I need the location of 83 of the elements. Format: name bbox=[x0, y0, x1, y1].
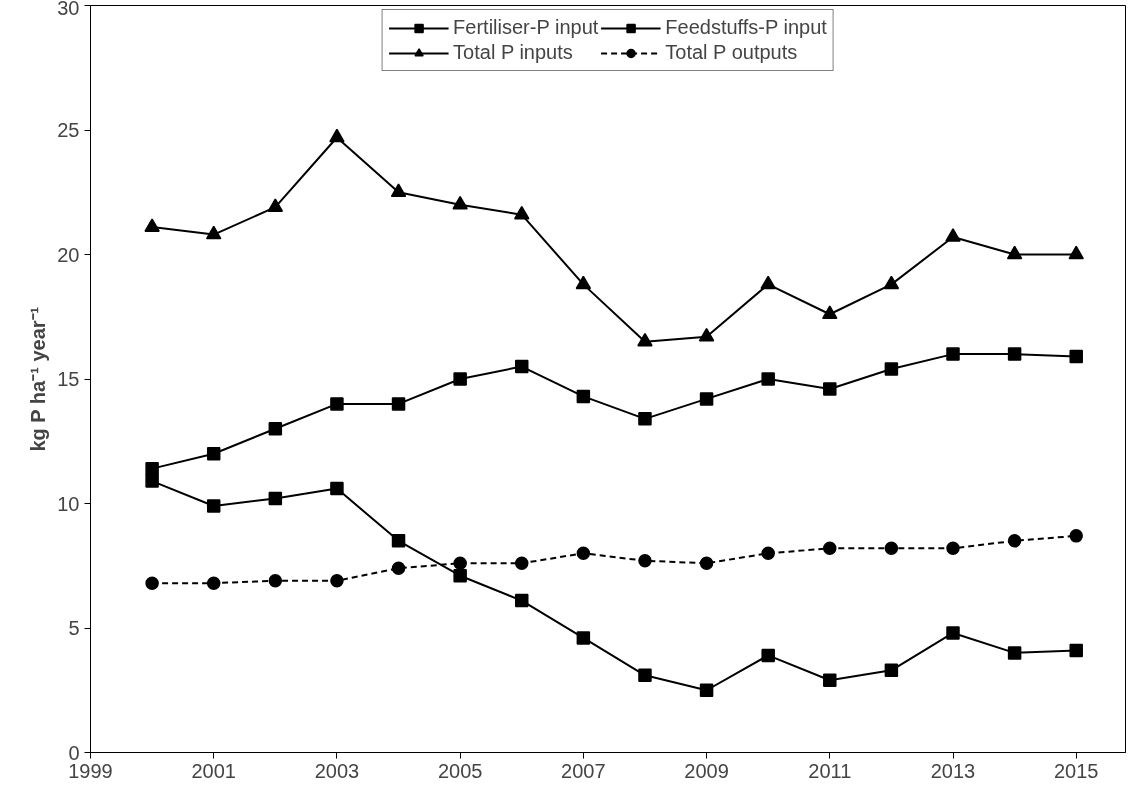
x-tick-label: 2003 bbox=[314, 759, 360, 782]
point bbox=[329, 128, 345, 143]
point bbox=[823, 382, 837, 396]
y-tick-label: 30 bbox=[57, 0, 80, 19]
legend-label: Feedstuffs-P input bbox=[665, 16, 827, 39]
point bbox=[884, 541, 899, 556]
point bbox=[452, 195, 468, 210]
point bbox=[884, 362, 899, 376]
point bbox=[699, 556, 714, 570]
point bbox=[205, 225, 222, 240]
point bbox=[330, 397, 344, 411]
point bbox=[823, 673, 837, 688]
y-tick-label: 15 bbox=[57, 368, 80, 390]
point bbox=[946, 626, 960, 640]
point bbox=[884, 663, 899, 678]
point bbox=[453, 372, 467, 386]
point bbox=[576, 389, 591, 404]
point bbox=[206, 499, 221, 513]
point bbox=[144, 218, 160, 232]
point bbox=[698, 327, 715, 342]
point bbox=[760, 275, 776, 290]
point bbox=[390, 183, 407, 198]
point bbox=[268, 422, 283, 436]
point bbox=[267, 198, 284, 212]
point bbox=[1006, 245, 1023, 260]
x-tick-label: 2009 bbox=[684, 759, 729, 782]
y-axis-title: kg P ha⁻¹ year⁻¹ bbox=[27, 306, 50, 452]
point bbox=[206, 576, 221, 590]
legend-label: Total P inputs bbox=[453, 41, 573, 64]
point bbox=[638, 554, 652, 568]
point bbox=[576, 546, 591, 561]
point bbox=[1007, 646, 1022, 660]
y-tick-label: 5 bbox=[68, 617, 80, 639]
point bbox=[391, 534, 406, 548]
point bbox=[761, 546, 775, 561]
point bbox=[145, 461, 159, 476]
point bbox=[1069, 529, 1083, 543]
point bbox=[576, 631, 591, 645]
legend-label: Total P outputs bbox=[665, 41, 798, 64]
y-tick-label: 20 bbox=[57, 243, 80, 266]
point bbox=[1007, 534, 1022, 548]
y-tick-label: 25 bbox=[57, 119, 80, 141]
x-tick-label: 2005 bbox=[437, 759, 483, 782]
point bbox=[822, 305, 838, 320]
point bbox=[946, 541, 960, 556]
x-tick-label: 2007 bbox=[561, 759, 606, 782]
point bbox=[575, 275, 592, 290]
point bbox=[514, 205, 530, 220]
point bbox=[637, 332, 653, 347]
point bbox=[453, 568, 467, 583]
point bbox=[699, 392, 714, 406]
point bbox=[515, 556, 529, 570]
legend-label: Fertiliser-P input bbox=[453, 16, 599, 39]
point bbox=[145, 576, 159, 590]
point bbox=[330, 481, 344, 496]
point bbox=[391, 561, 406, 575]
point bbox=[761, 648, 775, 663]
point bbox=[145, 474, 159, 488]
x-tick-label: 2015 bbox=[1053, 759, 1099, 782]
point bbox=[515, 593, 529, 608]
point bbox=[638, 668, 652, 683]
point bbox=[515, 359, 529, 374]
point bbox=[453, 556, 467, 570]
point bbox=[1007, 347, 1022, 361]
x-tick-label: 2011 bbox=[808, 759, 852, 782]
y-tick-label: 10 bbox=[57, 492, 80, 515]
point bbox=[699, 683, 714, 697]
point bbox=[823, 541, 837, 556]
point bbox=[638, 412, 652, 426]
point bbox=[1069, 349, 1083, 364]
point bbox=[945, 228, 961, 242]
point bbox=[206, 446, 221, 461]
x-tick-label: 2001 bbox=[191, 759, 236, 782]
point bbox=[883, 275, 900, 290]
point bbox=[946, 347, 960, 361]
point bbox=[761, 372, 775, 386]
x-tick-label: 2013 bbox=[930, 759, 976, 782]
point bbox=[268, 573, 283, 588]
point bbox=[330, 573, 344, 588]
point bbox=[391, 397, 406, 411]
point bbox=[268, 491, 283, 506]
point bbox=[1068, 245, 1084, 260]
point bbox=[1069, 643, 1083, 658]
